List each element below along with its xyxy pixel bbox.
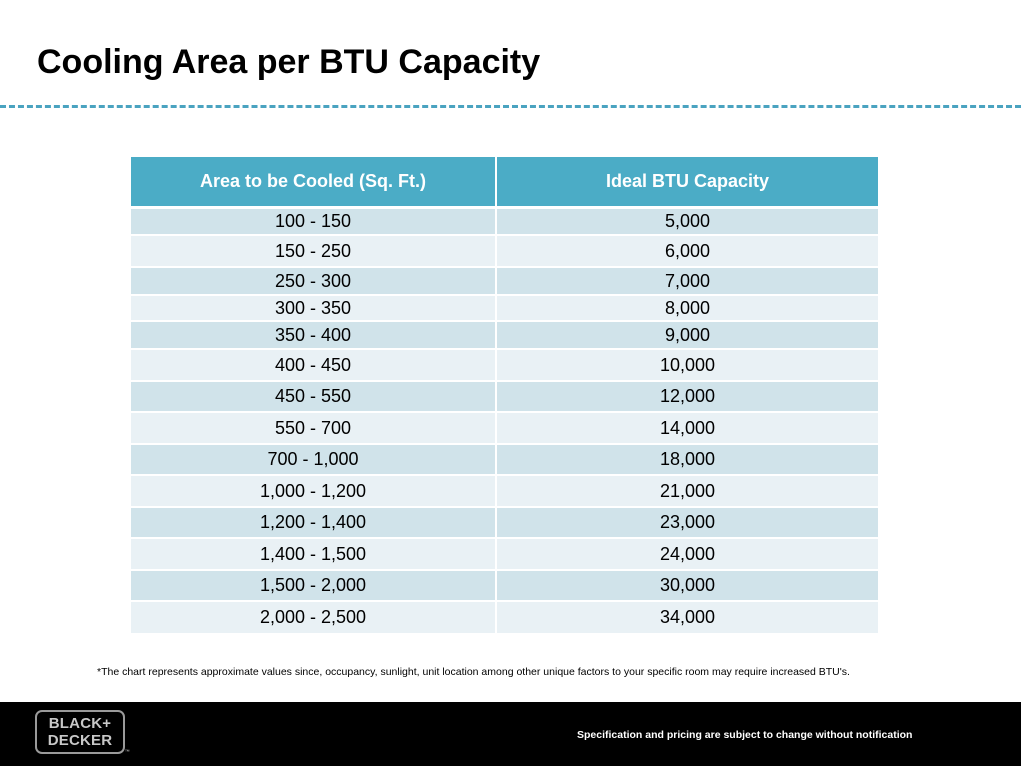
footer-bar: BLACK+ DECKER ™ Specification and pricin… (0, 702, 1021, 766)
table-row: 1,500 - 2,000 30,000 (131, 571, 878, 602)
table-row: 550 - 700 14,000 (131, 413, 878, 445)
area-cell: 400 - 450 (131, 350, 497, 382)
table-row: 450 - 550 12,000 (131, 382, 878, 413)
area-cell: 300 - 350 (131, 296, 497, 322)
area-cell: 1,500 - 2,000 (131, 571, 497, 602)
btu-cell: 23,000 (497, 508, 878, 539)
footnote: *The chart represents approximate values… (97, 666, 850, 678)
table-row: 300 - 350 8,000 (131, 296, 878, 322)
btu-cell: 8,000 (497, 296, 878, 322)
column-header-btu: Ideal BTU Capacity (497, 157, 878, 209)
table-row: 1,200 - 1,400 23,000 (131, 508, 878, 539)
table-row: 150 - 250 6,000 (131, 236, 878, 268)
area-cell: 550 - 700 (131, 413, 497, 445)
disclaimer-text: Specification and pricing are subject to… (577, 729, 913, 741)
brand-logo: BLACK+ DECKER ™ (35, 710, 130, 755)
btu-cell: 12,000 (497, 382, 878, 413)
area-cell: 350 - 400 (131, 322, 497, 350)
table-row: 700 - 1,000 18,000 (131, 445, 878, 476)
table-row: 100 - 150 5,000 (131, 209, 878, 236)
btu-cell: 34,000 (497, 602, 878, 633)
table-row: 1,000 - 1,200 21,000 (131, 476, 878, 508)
table-row: 250 - 300 7,000 (131, 268, 878, 296)
table-row: 1,400 - 1,500 24,000 (131, 539, 878, 571)
logo-line-1: BLACK+ (48, 715, 112, 732)
trademark-symbol: ™ (124, 749, 130, 755)
area-cell: 700 - 1,000 (131, 445, 497, 476)
btu-capacity-table: Area to be Cooled (Sq. Ft.) Ideal BTU Ca… (131, 157, 878, 633)
btu-cell: 10,000 (497, 350, 878, 382)
logo-line-2: DECKER (47, 732, 113, 749)
area-cell: 250 - 300 (131, 268, 497, 296)
column-header-area: Area to be Cooled (Sq. Ft.) (131, 157, 497, 209)
area-cell: 100 - 150 (131, 209, 497, 236)
table-row: 350 - 400 9,000 (131, 322, 878, 350)
page-title: Cooling Area per BTU Capacity (37, 43, 541, 81)
table-row: 400 - 450 10,000 (131, 350, 878, 382)
btu-cell: 21,000 (497, 476, 878, 508)
btu-cell: 24,000 (497, 539, 878, 571)
btu-cell: 5,000 (497, 209, 878, 236)
btu-cell: 9,000 (497, 322, 878, 350)
btu-cell: 18,000 (497, 445, 878, 476)
area-cell: 1,000 - 1,200 (131, 476, 497, 508)
area-cell: 450 - 550 (131, 382, 497, 413)
area-cell: 1,400 - 1,500 (131, 539, 497, 571)
btu-cell: 14,000 (497, 413, 878, 445)
table-row: 2,000 - 2,500 34,000 (131, 602, 878, 633)
btu-cell: 30,000 (497, 571, 878, 602)
dashed-divider (0, 105, 1021, 108)
btu-cell: 7,000 (497, 268, 878, 296)
area-cell: 1,200 - 1,400 (131, 508, 497, 539)
area-cell: 2,000 - 2,500 (131, 602, 497, 633)
area-cell: 150 - 250 (131, 236, 497, 268)
table-header-row: Area to be Cooled (Sq. Ft.) Ideal BTU Ca… (131, 157, 878, 209)
btu-cell: 6,000 (497, 236, 878, 268)
